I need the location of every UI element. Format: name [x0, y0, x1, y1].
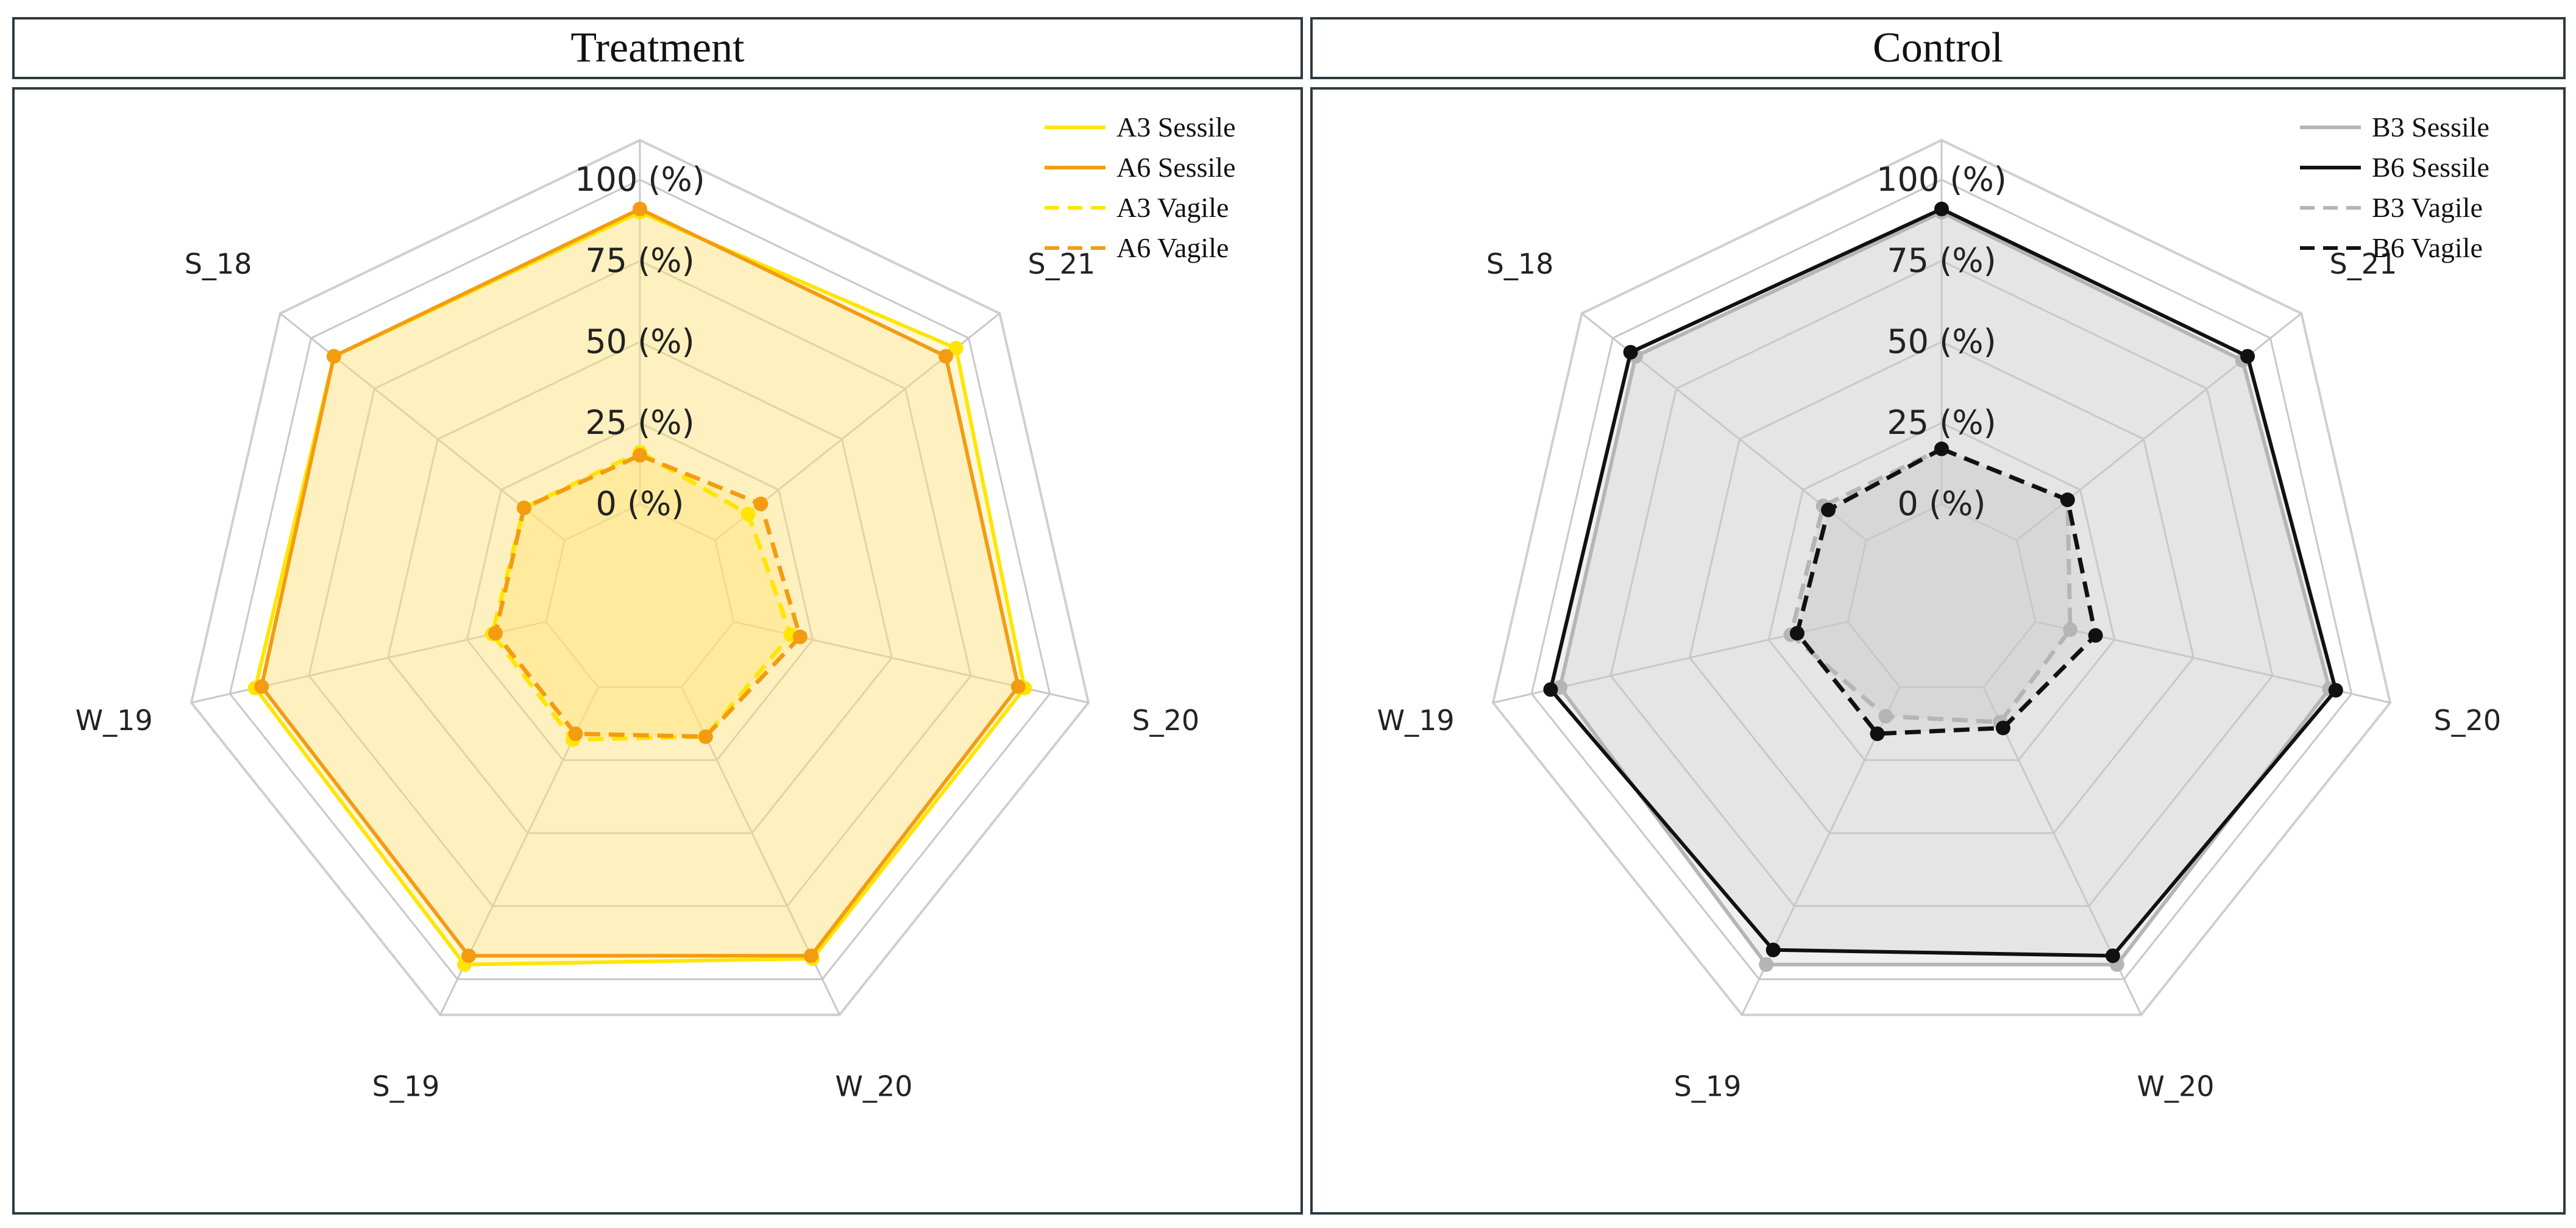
series-point — [633, 201, 647, 216]
series-point — [516, 500, 531, 516]
series-point — [1759, 957, 1774, 972]
series-point — [326, 349, 341, 364]
legend-label: A3 Sessile — [1116, 112, 1236, 143]
axis-label-s_20: S_20 — [2433, 704, 2501, 737]
series-point — [803, 948, 818, 964]
series-line-a3-vagile — [490, 450, 793, 742]
axis-label-w_20: W_20 — [835, 1070, 912, 1102]
series-area — [1550, 208, 2336, 956]
tick-label: 100 (%) — [1876, 160, 2007, 199]
axis-label-s_21: S_21 — [2330, 247, 2397, 280]
grid-ring-50 — [1688, 341, 2195, 834]
control-radar-chart: 0 (%)25 (%)50 (%)75 (%)100 (%)W_18S_21S_… — [1377, 112, 2502, 1102]
series-area — [1560, 212, 2330, 965]
treatment-radar-chart: 0 (%)25 (%)50 (%)75 (%)100 (%)W_18S_21S_… — [76, 112, 1236, 1102]
series-line-a6-vagile — [493, 453, 803, 739]
series-point — [633, 448, 647, 463]
series-point — [1878, 709, 1893, 724]
series-area — [492, 452, 791, 740]
tick-label: 75 (%) — [585, 241, 694, 280]
tick-label: 50 (%) — [1887, 322, 1996, 361]
series-point — [1543, 682, 1558, 697]
tick-label: 0 (%) — [596, 484, 684, 523]
series-point — [1821, 502, 1836, 517]
series-point — [1870, 726, 1885, 742]
axis-label-s_21: S_21 — [1028, 247, 1096, 280]
grid-ring-100 — [229, 179, 1051, 981]
tick-label: 0 (%) — [1898, 484, 1986, 523]
series-point — [1934, 441, 1949, 456]
axis-label-s_18: S_18 — [185, 247, 252, 280]
series-point — [2060, 492, 2075, 508]
series-point — [2328, 683, 2343, 698]
legend-label: B6 Vagile — [2372, 232, 2483, 263]
axis-label-w_20: W_20 — [2137, 1070, 2214, 1102]
series-point — [698, 729, 713, 744]
series-point — [461, 948, 477, 964]
series-line-a6-sessile — [260, 207, 1020, 958]
outer-frame — [1491, 138, 2392, 1017]
grid-ring-100 — [1530, 179, 2353, 981]
series-point — [939, 349, 954, 364]
series-area — [1790, 449, 2071, 722]
tick-label: 25 (%) — [585, 403, 694, 442]
series-line-b3-vagile — [1789, 447, 2073, 725]
axis-label-s_18: S_18 — [1486, 247, 1554, 280]
series-point — [2063, 622, 2078, 637]
series-point — [254, 679, 269, 694]
series-line-b3-sessile — [1558, 210, 2332, 967]
series-point — [792, 630, 807, 645]
axis-label-w_19: W_19 — [1377, 704, 1455, 737]
series-point — [948, 341, 963, 356]
grid-ring-25 — [1767, 422, 2116, 761]
series-point — [488, 626, 503, 641]
treatment-panel-title: Treatment — [12, 17, 1303, 79]
series-area — [1797, 449, 2096, 734]
tick-label: 50 (%) — [585, 322, 694, 361]
axis-label-s_19: S_19 — [1674, 1070, 1742, 1102]
series-point — [1995, 720, 2010, 736]
legend-label: A6 Sessile — [1116, 152, 1236, 183]
legend-label: B3 Sessile — [2372, 112, 2489, 143]
grid-ring-75 — [1609, 260, 2274, 907]
tick-label: 100 (%) — [575, 160, 705, 199]
treatment-chart-frame: 0 (%)25 (%)50 (%)75 (%)100 (%)W_18S_21S_… — [12, 87, 1303, 1215]
series-point — [753, 496, 768, 511]
series-point — [568, 726, 583, 742]
control-chart-frame: 0 (%)25 (%)50 (%)75 (%)100 (%)W_18S_21S_… — [1310, 87, 2566, 1215]
series-point — [1934, 201, 1949, 216]
series-point — [1623, 345, 1638, 360]
axis-label-s_20: S_20 — [1132, 704, 1199, 737]
axis-label-w_19: W_19 — [76, 704, 153, 737]
legend-label: B6 Sessile — [2372, 152, 2489, 183]
series-area — [255, 212, 1025, 965]
series-point — [1789, 626, 1804, 641]
legend-label: A6 Vagile — [1116, 232, 1229, 263]
outer-frame — [190, 138, 1090, 1017]
series-line-b6-sessile — [1549, 207, 2338, 958]
series-point — [1765, 942, 1781, 957]
series-line-b6-vagile — [1795, 447, 2098, 736]
tick-label: 25 (%) — [1887, 403, 1996, 442]
grid-ring-75 — [308, 260, 972, 907]
series-point — [2240, 349, 2255, 364]
grid-ring-0 — [545, 503, 735, 688]
tick-label: 75 (%) — [1887, 241, 1996, 280]
series-point — [2088, 628, 2103, 643]
series-point — [1010, 679, 1026, 694]
spoke-line — [279, 313, 566, 541]
grid-ring-50 — [386, 341, 893, 834]
grid-ring-25 — [466, 422, 814, 761]
grid-ring-0 — [1847, 503, 2037, 688]
series-point — [740, 506, 756, 522]
series-area — [495, 455, 800, 737]
axis-label-s_19: S_19 — [372, 1070, 440, 1102]
legend-label: A3 Vagile — [1116, 192, 1229, 223]
legend-label: B3 Vagile — [2372, 192, 2483, 223]
series-area — [261, 208, 1018, 956]
control-panel-title: Control — [1310, 17, 2566, 79]
series-point — [2105, 948, 2120, 964]
